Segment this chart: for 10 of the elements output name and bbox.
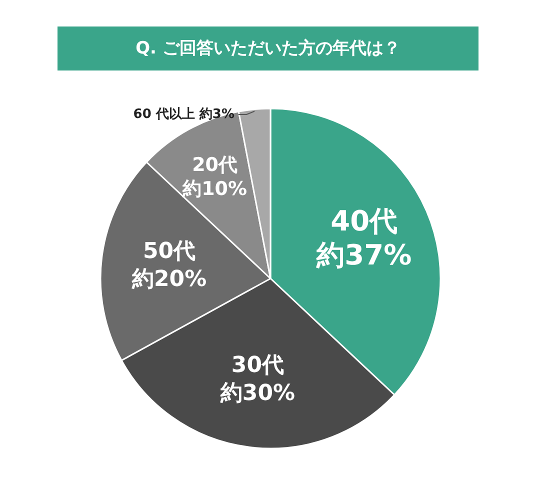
slice-label: 60 代以上 約3% [133,107,235,122]
data-label: 約30% [219,381,296,406]
chart-title: Q. ご回答いただいた方の年代は？ [136,38,400,58]
data-label: 約20% [130,267,207,292]
slice-label: 50代 [142,239,196,264]
data-label: 約37% [316,238,412,272]
slice-label: 20代 [192,154,238,176]
slice-label: 40代 [330,204,398,238]
slice-label: 30代 [231,353,284,378]
data-label: 約10% [182,178,248,200]
